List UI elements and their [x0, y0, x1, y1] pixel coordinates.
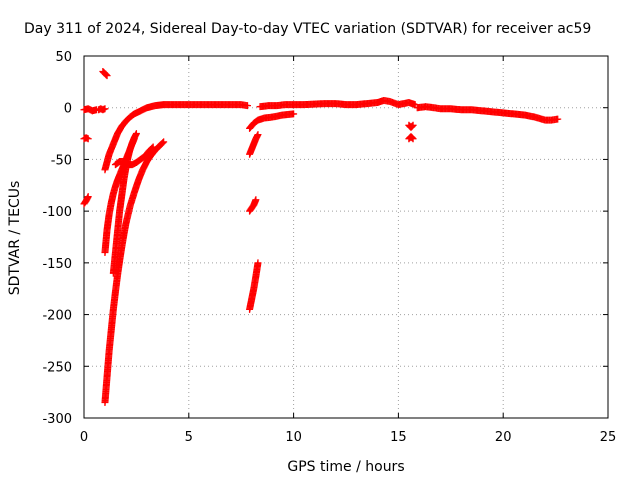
data-point [409, 121, 417, 129]
data-point [290, 110, 298, 118]
chart-title: Day 311 of 2024, Sidereal Day-to-day VTE… [24, 21, 591, 37]
y-tick-label: -200 [42, 309, 72, 324]
grid-lines [84, 56, 608, 418]
data-point [102, 70, 110, 78]
y-axis-label: SDTVAR / TECUs [7, 181, 23, 296]
x-tick-label: 25 [600, 430, 617, 445]
data-point [252, 196, 260, 204]
data-point [102, 71, 110, 79]
data-point [132, 130, 140, 138]
data-point [254, 259, 262, 267]
data-point [159, 139, 167, 147]
plot-frame [83, 55, 609, 419]
data-point [254, 131, 262, 139]
y-tick-label: -250 [42, 360, 72, 375]
y-tick-label: -300 [42, 412, 72, 427]
data-point [408, 134, 416, 142]
data-points [80, 68, 562, 406]
y-tick-label: -100 [42, 205, 72, 220]
axis-ticks: 0 5 10 15 20 25 50 0 -50 -100 -150 -200 -250 -300 [42, 50, 616, 445]
y-tick-label: -150 [42, 257, 72, 272]
data-point [554, 115, 562, 123]
x-tick-label: 10 [285, 430, 302, 445]
data-point [243, 102, 251, 110]
data-point [84, 135, 92, 143]
y-tick-label: -50 [51, 153, 72, 168]
data-point [409, 135, 417, 143]
data-point [101, 105, 109, 113]
data-point [408, 122, 416, 130]
x-tick-label: 0 [80, 430, 88, 445]
data-point [408, 123, 416, 131]
data-point [84, 193, 92, 201]
data-point [408, 133, 416, 141]
x-axis-label: GPS time / hours [287, 459, 404, 475]
data-point [160, 138, 168, 146]
data-point [158, 140, 166, 148]
x-tick-label: 5 [185, 430, 193, 445]
y-tick-label: 0 [64, 102, 72, 117]
x-tick-label: 15 [390, 430, 407, 445]
data-point [103, 72, 111, 80]
y-tick-label: 50 [55, 50, 72, 65]
x-tick-label: 20 [495, 430, 512, 445]
